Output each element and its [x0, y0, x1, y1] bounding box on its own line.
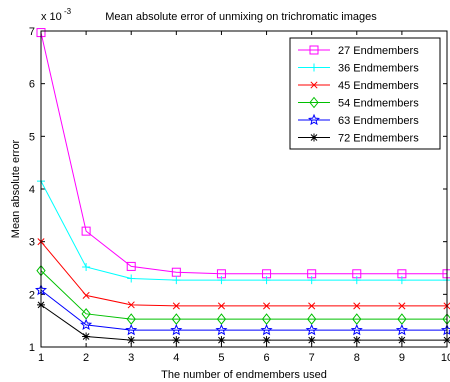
- data-point: [397, 276, 406, 285]
- data-point: [305, 323, 318, 336]
- data-point: [398, 302, 406, 310]
- data-point: [217, 336, 226, 345]
- x-tick-label: 2: [83, 352, 89, 364]
- y-tick-label: 3: [29, 237, 35, 249]
- legend-marker: [308, 113, 320, 126]
- y-tick-label: 2: [29, 289, 35, 301]
- x-tick-label: 4: [173, 352, 179, 364]
- data-point: [350, 323, 363, 336]
- data-point: [217, 302, 225, 310]
- legend-label: 63 Endmembers: [338, 115, 419, 127]
- series-layer: [35, 28, 450, 345]
- legend-label: 54 Endmembers: [338, 98, 419, 110]
- x-tick-label: 9: [399, 352, 405, 364]
- data-point: [127, 336, 136, 345]
- data-point: [397, 336, 406, 345]
- chart-title: Mean absolute error of unmixing on trich…: [105, 11, 377, 23]
- y-axis-label: Mean absolute error: [10, 139, 22, 238]
- data-point: [352, 276, 361, 285]
- x-axis-label: The number of endmembers used: [161, 369, 327, 381]
- data-point: [127, 301, 135, 309]
- data-point: [125, 323, 138, 336]
- series-line: [40, 304, 447, 341]
- data-point: [262, 336, 271, 345]
- plot-frame: [40, 30, 448, 348]
- legend-marker: [310, 63, 318, 72]
- x-tick-label: 1: [38, 352, 44, 364]
- y-tick-label: 7: [29, 26, 35, 38]
- legend-item: 72 Endmembers: [298, 133, 419, 145]
- series-2: [37, 238, 450, 310]
- exponent-base: x 10: [41, 11, 62, 23]
- data-point: [262, 276, 271, 285]
- legend-marker: [310, 81, 318, 89]
- data-point: [307, 336, 316, 345]
- series-line: [40, 270, 447, 320]
- legend-item: 63 Endmembers: [298, 113, 419, 127]
- data-point: [81, 226, 91, 236]
- data-point: [172, 276, 181, 285]
- legend-item: 36 Endmembers: [298, 63, 419, 75]
- data-point: [82, 291, 90, 299]
- legend-label: 27 Endmembers: [338, 45, 419, 57]
- legend-label: 72 Endmembers: [338, 133, 419, 145]
- data-point: [263, 302, 271, 310]
- x-tick-label: 5: [218, 352, 224, 364]
- series-line: [40, 289, 447, 331]
- data-point: [353, 302, 361, 310]
- data-point: [215, 323, 228, 336]
- legend-label: 36 Endmembers: [338, 63, 419, 75]
- x-tick-label: 7: [309, 352, 315, 364]
- legend-box: [289, 37, 441, 150]
- legend-item: 27 Endmembers: [298, 45, 419, 57]
- data-point: [82, 262, 91, 271]
- y-tick-label: 4: [29, 184, 35, 196]
- x-tick-label: 6: [263, 352, 269, 364]
- data-point: [172, 336, 181, 345]
- legend-label: 45 Endmembers: [338, 80, 419, 92]
- data-point: [127, 274, 136, 283]
- data-point: [307, 276, 316, 285]
- legend-marker: [310, 133, 318, 142]
- data-point: [217, 276, 226, 285]
- x-tick-label: 10: [441, 352, 450, 364]
- data-point: [260, 323, 273, 336]
- data-point: [80, 318, 93, 330]
- y-tick-label: 1: [29, 342, 35, 354]
- data-point: [82, 332, 91, 341]
- legend-marker: [309, 45, 319, 55]
- data-point: [172, 302, 180, 310]
- legend-item: 45 Endmembers: [298, 80, 419, 92]
- y-tick-label: 5: [29, 131, 35, 143]
- series-line: [40, 32, 447, 275]
- legend: 27 Endmembers 36 Endmembers 45 Endmembers 5…: [289, 37, 441, 150]
- x-tick-label: 8: [354, 352, 360, 364]
- series-5: [37, 300, 450, 345]
- data-point: [395, 323, 408, 336]
- data-point: [170, 323, 183, 336]
- data-point: [308, 302, 316, 310]
- ticks-layer: 1 2 3 4 5 6 7 8 9 10 1 2 3 4 5 6 7: [29, 26, 450, 364]
- y-tick-label: 6: [29, 79, 35, 91]
- x-tick-label: 3: [128, 352, 134, 364]
- legend-marker: [309, 96, 319, 109]
- series-line: [40, 180, 447, 281]
- data-point: [126, 261, 136, 271]
- series-line: [40, 241, 447, 307]
- data-point: [352, 336, 361, 345]
- exponent-power: -3: [64, 7, 72, 16]
- legend-item: 54 Endmembers: [298, 96, 419, 110]
- series-4: [35, 283, 450, 336]
